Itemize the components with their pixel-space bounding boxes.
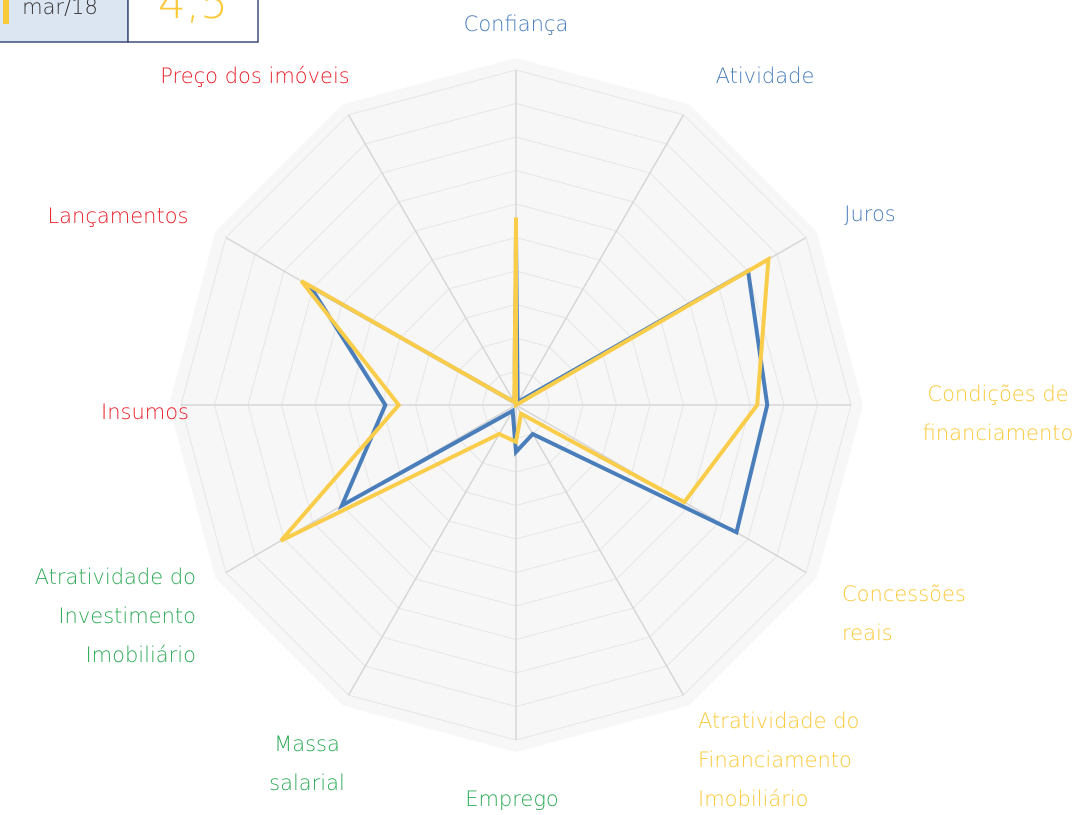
label-line: Imobiliário [85, 643, 196, 667]
label-line: Insumos [101, 400, 189, 424]
category-label: Lançamentos [47, 204, 188, 228]
score-box [127, 0, 259, 43]
label-line: Juros [844, 202, 895, 226]
category-label: Emprego [465, 787, 559, 811]
label-line: salarial [269, 771, 345, 795]
label-line: Confiança [464, 12, 569, 36]
category-label: Juros [844, 202, 895, 226]
label-line: Imobiliário [698, 787, 809, 811]
label-line: Emprego [465, 787, 559, 811]
category-label: Concessões reais [842, 582, 966, 645]
category-label: Atratividade do Financiamento Imobiliário [698, 709, 859, 811]
score: 4,5 [158, 0, 228, 29]
label-line: reais [842, 621, 893, 645]
axis-line [347, 114, 517, 406]
label-line: financiamento [923, 421, 1074, 445]
period: mar/18 [22, 0, 98, 19]
series-line [279, 217, 771, 543]
label-line: Lançamentos [47, 204, 188, 228]
category-label: Atividade [716, 64, 815, 88]
category-label: Preço dos imóveis [160, 64, 350, 88]
label-line: Financiamento [698, 748, 852, 772]
label-line: Condições de [927, 382, 1068, 406]
label-line: Concessões [842, 582, 966, 606]
category-label: Condições de financiamento [923, 382, 1074, 445]
label-line: Investimento [58, 604, 196, 628]
label-line: Atratividade do [35, 565, 196, 589]
category-label: Confiança [464, 12, 569, 36]
period-marker [3, 0, 9, 24]
label-line: Atratividade do [698, 709, 859, 733]
axis-line [515, 404, 685, 696]
category-label: Massa salarial [269, 732, 345, 795]
axis-line [347, 404, 517, 696]
label-line: Massa [274, 732, 340, 756]
category-label: Atratividade do Investimento Imobiliário [35, 565, 196, 667]
label-line: Atividade [716, 64, 815, 88]
label-line: Preço dos imóveis [160, 64, 350, 88]
category-label: Insumos [101, 400, 189, 424]
axis-line [515, 114, 685, 406]
